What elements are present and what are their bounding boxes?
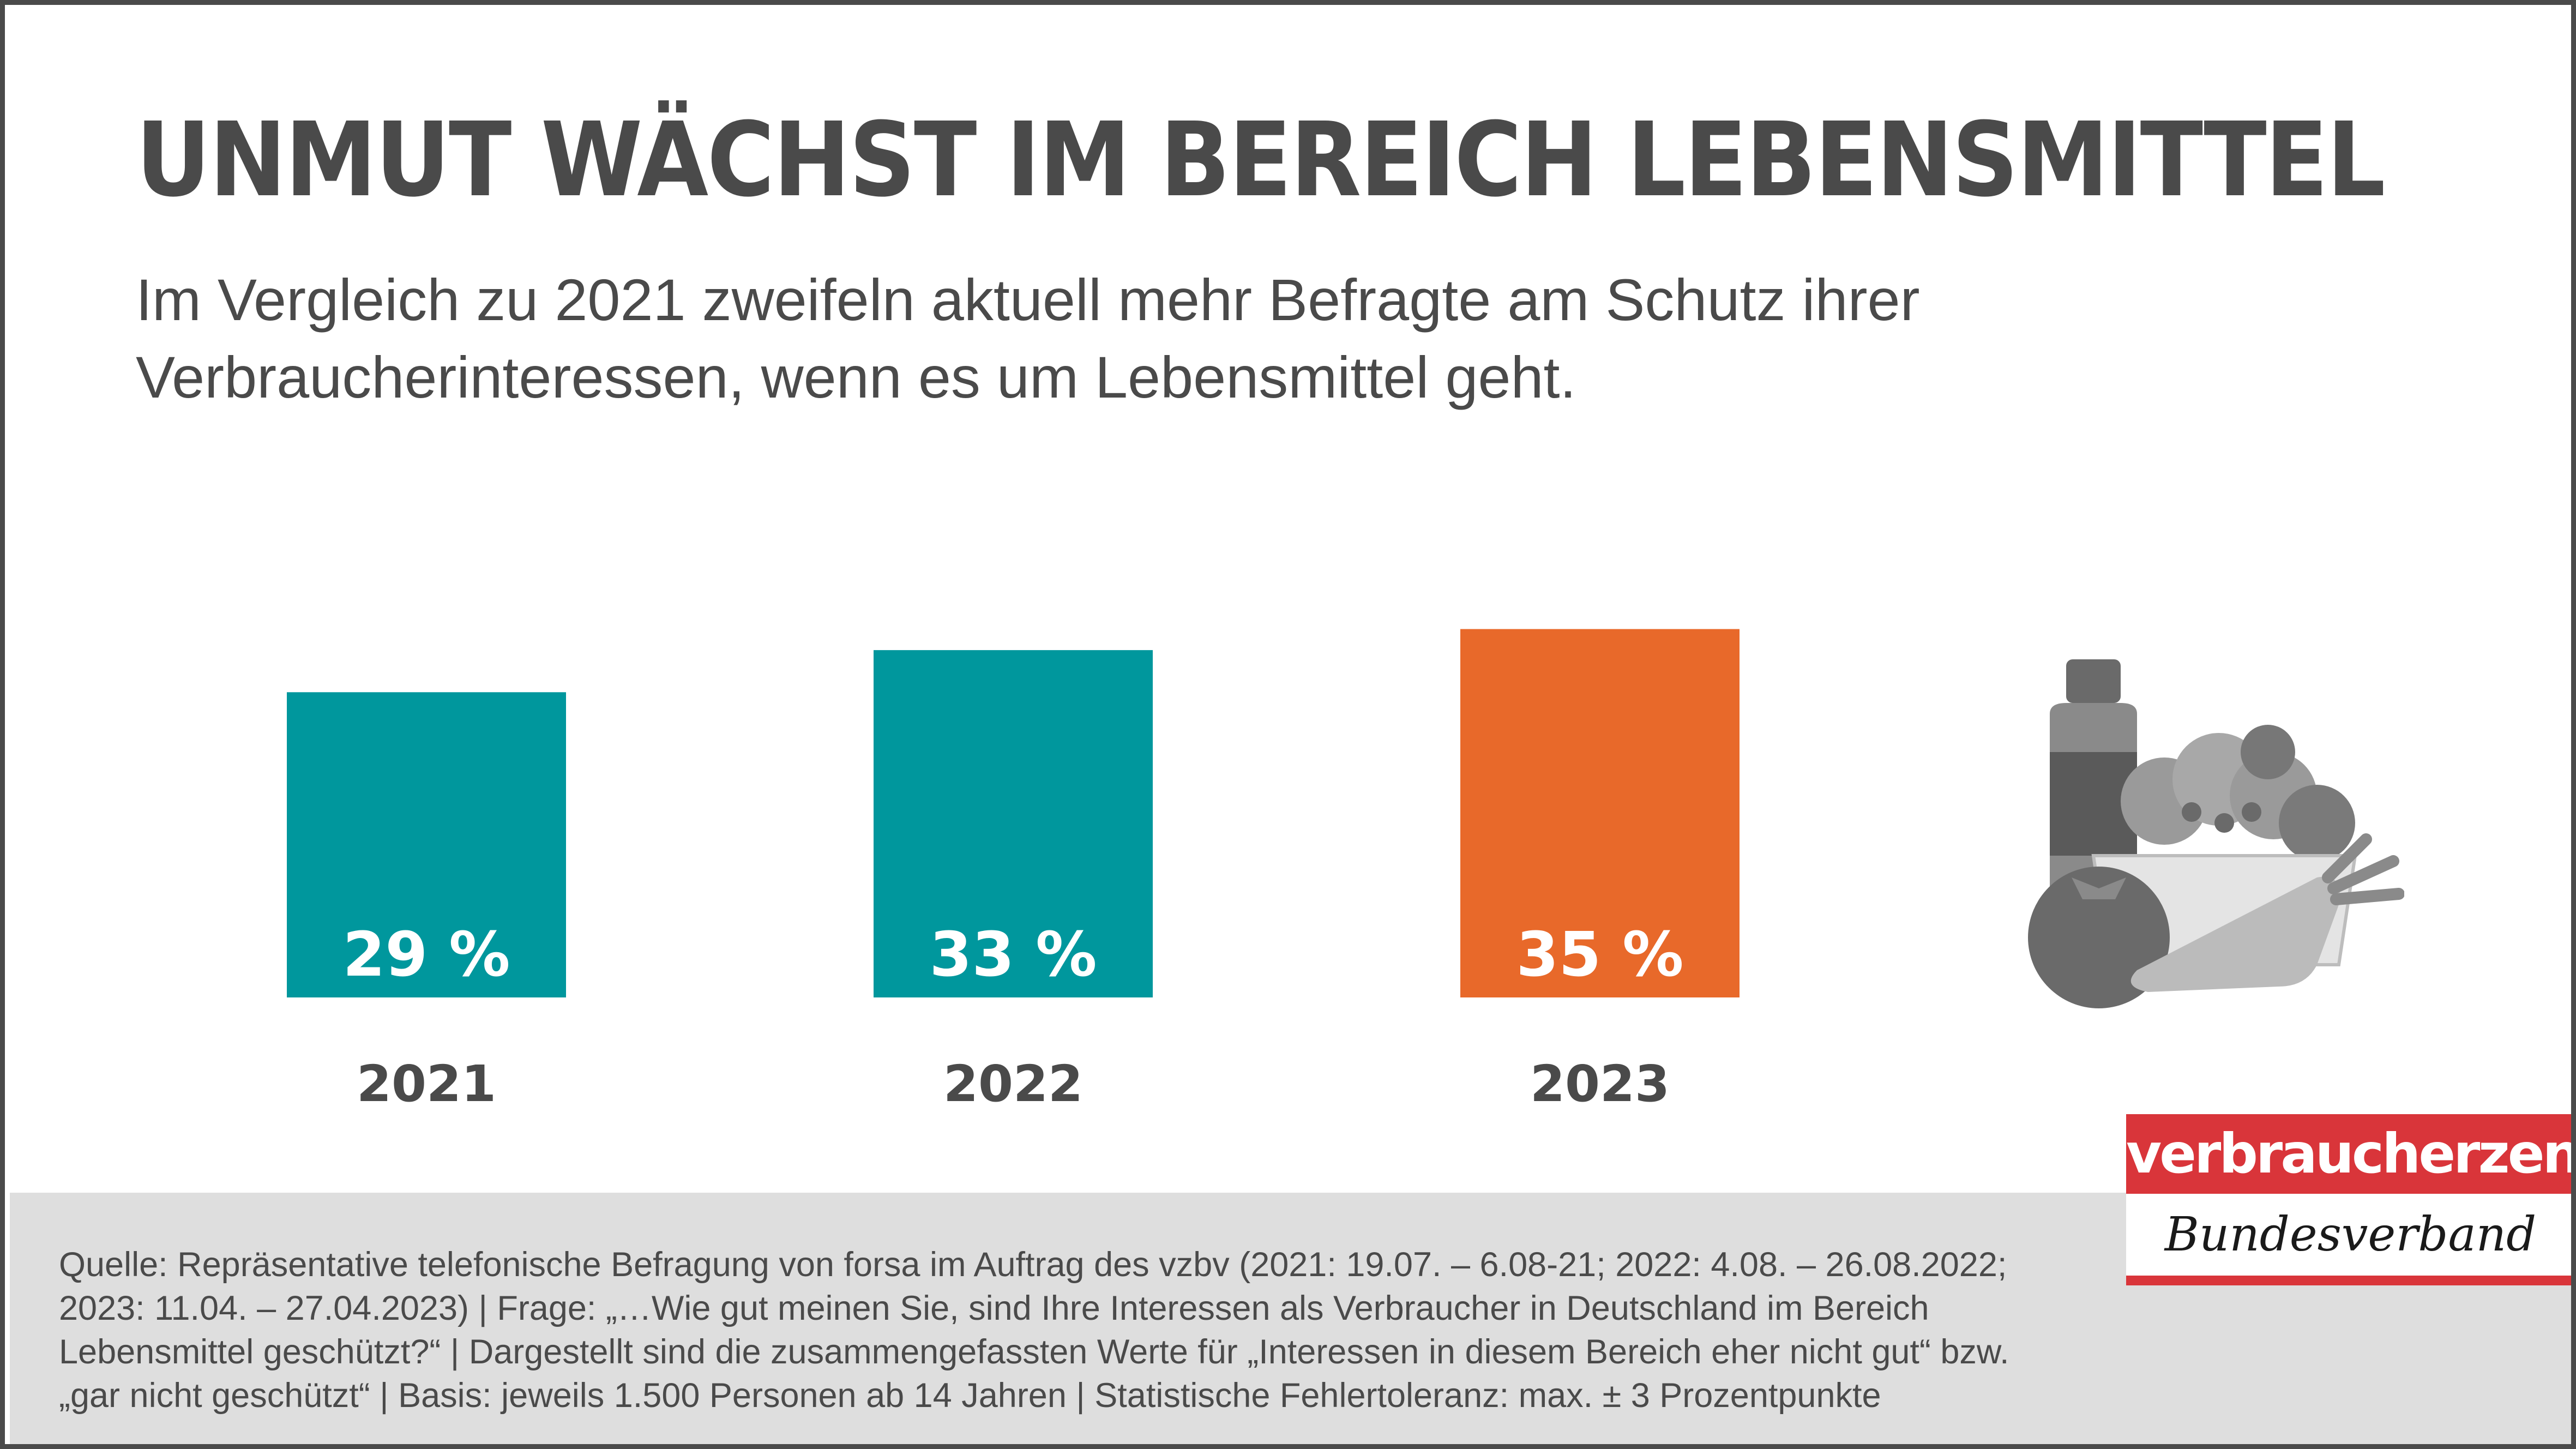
category-label-2023: 2023 [1530, 1055, 1670, 1113]
source-note: Quelle: Repräsentative telefonische Befr… [59, 1246, 2009, 1415]
bar-value-label-2022: 33 % [929, 919, 1097, 990]
page-subtitle: Im Vergleich zu 2021 zweifeln aktuell me… [136, 267, 1920, 410]
logo-subline: Bundesverband [2164, 1207, 2537, 1262]
bar-value-label-2021: 29 % [342, 919, 510, 990]
bar-2021 [287, 692, 566, 997]
logo-wordmark: verbraucherzentrale [2126, 1114, 2571, 1194]
bar-value-label-2023: 35 % [1516, 919, 1683, 990]
bar-2022 [874, 650, 1153, 997]
groceries-icon [2028, 659, 2404, 1008]
logo-underline [2126, 1276, 2571, 1285]
category-label-2022: 2022 [943, 1055, 1083, 1113]
vzbv-logo: verbraucherzentrale Bundesverband [2126, 1114, 2571, 1285]
bar-2023 [1460, 629, 1740, 997]
bar-chart: 29 % 2021 33 % 2022 35 % 2023 [287, 629, 1740, 1113]
page-title: UNMUT WÄCHST IM BEREICH LEBENSMITTEL [136, 100, 2386, 220]
category-label-2021: 2021 [357, 1055, 496, 1113]
footer: Quelle: Repräsentative telefonische Befr… [10, 1193, 2571, 1444]
